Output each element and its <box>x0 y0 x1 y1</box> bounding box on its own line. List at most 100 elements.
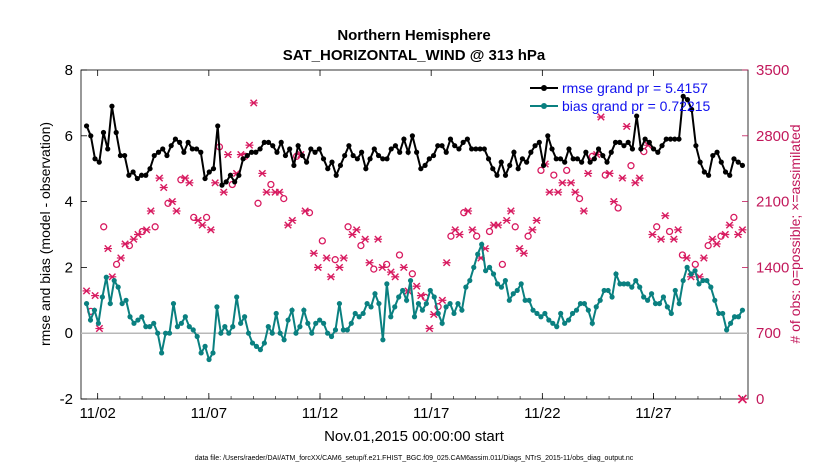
bias-point <box>692 268 698 274</box>
rmse-point <box>608 149 614 155</box>
rmse-point <box>667 136 674 142</box>
bias-point <box>680 277 686 284</box>
bias-point <box>131 320 137 326</box>
bias-point <box>103 274 109 280</box>
obs-assimilated-marker <box>103 244 112 253</box>
rmse-point <box>587 159 593 165</box>
bias-point <box>234 294 240 300</box>
rmse-point <box>646 139 652 145</box>
obs-assimilated-marker <box>455 230 464 239</box>
rmse-point <box>168 143 174 149</box>
bias-point <box>317 317 323 323</box>
rmse-point <box>388 146 394 152</box>
bias-point <box>724 327 730 333</box>
rmse-point <box>650 146 657 152</box>
rmse-point <box>223 179 229 185</box>
bias-point <box>648 291 655 297</box>
rmse-point <box>367 156 373 162</box>
obs-edge-marker <box>737 394 748 404</box>
x-tick-label: 11/22 <box>524 405 560 422</box>
rmse-point <box>299 152 305 159</box>
rmse-point <box>604 159 610 165</box>
rmse-point <box>172 136 179 142</box>
rmse-point <box>735 159 741 165</box>
obs-possible-marker <box>382 260 391 269</box>
rmse-point <box>562 159 568 165</box>
rmse-point <box>485 156 492 162</box>
bias-point <box>558 310 564 317</box>
bias-point <box>396 294 402 300</box>
obs-possible-marker <box>357 241 365 250</box>
rmse-point <box>727 172 733 178</box>
obs-possible-marker <box>575 194 584 203</box>
rmse-point <box>405 149 411 155</box>
obs-assimilated-marker <box>339 254 348 262</box>
obs-assimilated-marker <box>712 240 721 248</box>
rmse-point <box>350 152 356 159</box>
obs-possible-marker <box>318 237 326 245</box>
bias-point <box>87 317 94 323</box>
bias-point <box>253 343 260 349</box>
obs-assimilated-marker <box>721 230 730 239</box>
bias-point <box>467 277 473 284</box>
rmse-point <box>291 162 297 169</box>
bias-point <box>704 277 710 284</box>
bias-point <box>542 310 548 317</box>
bias-point <box>368 304 374 310</box>
rmse-point <box>617 139 623 145</box>
bias-point <box>384 281 390 287</box>
obs-assimilated-marker <box>566 179 575 187</box>
rmse-point <box>126 172 132 178</box>
bias-point <box>147 324 153 330</box>
bias-point <box>696 281 702 287</box>
rmse-point <box>456 146 462 152</box>
bias-point <box>135 317 141 323</box>
rmse-point <box>511 149 517 155</box>
rmse-point <box>426 156 432 162</box>
obs-assimilated-marker <box>656 235 665 243</box>
obs-assimilated-marker <box>502 216 511 225</box>
bias-point <box>214 304 220 310</box>
bias-point <box>119 300 125 307</box>
obs-assimilated-marker <box>442 259 451 267</box>
bias-point <box>336 300 343 307</box>
obs-assimilated-marker <box>352 226 361 234</box>
rmse-point <box>198 149 204 155</box>
obs-assimilated-marker <box>258 169 267 178</box>
bias-point <box>111 277 117 284</box>
obs-assimilated-marker <box>91 291 100 300</box>
obs-assimilated-marker <box>579 207 588 215</box>
rmse-point <box>113 129 119 136</box>
bias-point <box>435 310 441 317</box>
rmse-point <box>202 175 208 182</box>
bias-point <box>285 317 291 323</box>
bias-point <box>364 300 370 307</box>
rmse-point <box>155 149 162 155</box>
rmse-point <box>600 152 606 159</box>
x-tick-label: 11/27 <box>635 405 671 422</box>
bias-point <box>554 324 560 330</box>
bias-point <box>506 297 512 303</box>
bias-point <box>143 324 149 330</box>
bias-point <box>273 310 279 317</box>
bias-point <box>407 277 414 284</box>
obs-assimilated-marker <box>738 226 747 234</box>
obs-possible-marker <box>704 241 712 250</box>
rmse-point <box>261 139 267 145</box>
bias-point <box>455 300 461 307</box>
obs-assimilated-marker <box>635 174 644 182</box>
y-tick-label-right: 1400 <box>756 259 789 276</box>
rmse-point <box>409 133 415 139</box>
rmse-point <box>359 149 365 155</box>
rmse-point <box>244 152 250 159</box>
bias-point <box>301 307 307 313</box>
bias-point <box>309 330 315 336</box>
bias-point <box>562 320 568 326</box>
obs-possible-marker <box>202 213 211 222</box>
obs-possible-marker <box>473 232 481 240</box>
bias-point <box>498 284 505 290</box>
obs-assimilated-marker <box>249 99 258 107</box>
obs-assimilated-marker <box>571 188 580 196</box>
bias-point <box>625 281 631 287</box>
